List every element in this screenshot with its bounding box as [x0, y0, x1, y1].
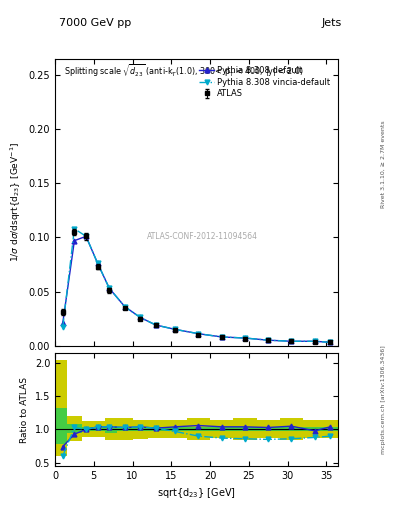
Pythia 8.308 default — [95, 260, 100, 266]
Text: Splitting scale $\sqrt{d_{23}}$ (anti-k$_T$(1.0), 300< p$_T$ < 400, |y| < 2.0): Splitting scale $\sqrt{d_{23}}$ (anti-k$… — [64, 62, 303, 79]
Pythia 8.308 vincia-default — [72, 226, 77, 232]
Text: mcplots.cern.ch [arXiv:1306.3436]: mcplots.cern.ch [arXiv:1306.3436] — [381, 345, 386, 454]
Text: Jets: Jets — [321, 18, 342, 28]
Pythia 8.308 default — [107, 285, 112, 291]
Pythia 8.308 vincia-default — [95, 260, 100, 266]
Pythia 8.308 default — [328, 339, 332, 346]
Pythia 8.308 default — [173, 326, 178, 332]
Pythia 8.308 default — [196, 331, 201, 337]
Pythia 8.308 default — [219, 334, 224, 340]
Text: Rivet 3.1.10, ≥ 2.7M events: Rivet 3.1.10, ≥ 2.7M events — [381, 120, 386, 208]
Pythia 8.308 default — [72, 238, 77, 244]
Pythia 8.308 default — [312, 338, 317, 345]
Line: Pythia 8.308 vincia-default: Pythia 8.308 vincia-default — [61, 226, 332, 345]
Pythia 8.308 vincia-default — [107, 285, 112, 291]
Y-axis label: 1/$\sigma$ d$\sigma$/dsqrt{d$_{23}$} [GeV$^{-1}$]: 1/$\sigma$ d$\sigma$/dsqrt{d$_{23}$} [Ge… — [9, 142, 23, 262]
Pythia 8.308 default — [242, 335, 247, 341]
Pythia 8.308 default — [289, 338, 294, 345]
Pythia 8.308 default — [84, 233, 88, 240]
Pythia 8.308 vincia-default — [153, 322, 158, 328]
Pythia 8.308 vincia-default — [266, 337, 270, 343]
Pythia 8.308 vincia-default — [123, 304, 127, 310]
Pythia 8.308 vincia-default — [328, 339, 332, 346]
Y-axis label: Ratio to ATLAS: Ratio to ATLAS — [20, 377, 29, 442]
Pythia 8.308 default — [153, 322, 158, 328]
Pythia 8.308 vincia-default — [196, 331, 201, 337]
Pythia 8.308 vincia-default — [173, 326, 178, 332]
Pythia 8.308 default — [266, 337, 270, 343]
Pythia 8.308 vincia-default — [219, 334, 224, 340]
Pythia 8.308 vincia-default — [242, 335, 247, 341]
Pythia 8.308 default — [138, 314, 143, 321]
Text: 7000 GeV pp: 7000 GeV pp — [59, 18, 131, 28]
X-axis label: sqrt{d$_{23}$} [GeV]: sqrt{d$_{23}$} [GeV] — [157, 486, 236, 500]
Pythia 8.308 default — [123, 304, 127, 310]
Text: ATLAS-CONF-2012-11094564: ATLAS-CONF-2012-11094564 — [147, 232, 258, 241]
Legend: Pythia 8.308 default, Pythia 8.308 vincia-default, ATLAS: Pythia 8.308 default, Pythia 8.308 vinci… — [196, 63, 334, 102]
Pythia 8.308 default — [61, 320, 65, 326]
Pythia 8.308 vincia-default — [61, 324, 65, 330]
Line: Pythia 8.308 default: Pythia 8.308 default — [61, 234, 332, 345]
Pythia 8.308 vincia-default — [138, 314, 143, 321]
Pythia 8.308 vincia-default — [84, 233, 88, 240]
Pythia 8.308 vincia-default — [289, 338, 294, 345]
Pythia 8.308 vincia-default — [312, 338, 317, 345]
